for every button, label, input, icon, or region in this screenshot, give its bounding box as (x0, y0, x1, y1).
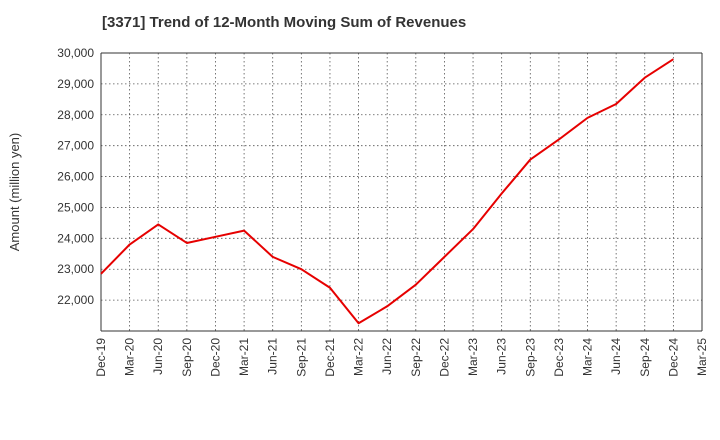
x-tick-label: Jun-20 (151, 338, 165, 375)
y-tick-label: 28,000 (57, 108, 94, 122)
x-tick-label: Dec-20 (208, 338, 222, 377)
x-tick-label: Mar-20 (123, 338, 137, 376)
tick-labels: Dec-19 Mar-20 Jun-20 Sep-20 Dec-20 Mar-21 Jun-… (57, 46, 709, 377)
y-tick-label: 25,000 (57, 200, 94, 214)
axes (100, 52, 703, 332)
x-tick-label: Dec-19 (94, 338, 108, 377)
y-axis-label: Amount (million yen) (7, 133, 22, 252)
x-tick-label: Dec-22 (437, 338, 451, 377)
x-tick-label: Dec-24 (666, 338, 680, 377)
x-tick-label: Dec-21 (323, 338, 337, 377)
y-tick-label: 22,000 (57, 293, 94, 307)
y-tick-label: 30,000 (57, 46, 94, 60)
x-tick-label: Sep-20 (180, 338, 194, 377)
x-tick-label: Sep-22 (409, 338, 423, 377)
series-lines (100, 58, 674, 325)
plot-area (101, 53, 702, 331)
y-tick-label: 29,000 (57, 77, 94, 91)
x-tick-label: Jun-21 (266, 338, 280, 375)
x-tick-label: Dec-23 (552, 338, 566, 377)
x-tick-label: Mar-23 (466, 338, 480, 376)
x-tick-label: Mar-21 (237, 338, 251, 376)
series-line (100, 58, 674, 325)
y-tick-label: 26,000 (57, 170, 94, 184)
x-tick-label: Mar-24 (581, 338, 595, 376)
x-tick-label: Mar-22 (352, 338, 366, 376)
x-tick-label: Sep-21 (294, 338, 308, 377)
y-tick-label: 23,000 (57, 262, 94, 276)
y-tick-label: 27,000 (57, 139, 94, 153)
y-tick-label: 24,000 (57, 231, 94, 245)
x-tick-label: Jun-23 (495, 338, 509, 375)
chart-title: [3371] Trend of 12-Month Moving Sum of R… (102, 14, 467, 31)
x-tick-label: Sep-24 (638, 338, 652, 377)
x-tick-label: Sep-23 (523, 338, 537, 377)
x-tick-label: Jun-24 (609, 338, 623, 375)
x-tick-label: Mar-25 (695, 338, 709, 376)
grid-lines (101, 53, 702, 331)
x-tick-label: Jun-22 (380, 338, 394, 375)
